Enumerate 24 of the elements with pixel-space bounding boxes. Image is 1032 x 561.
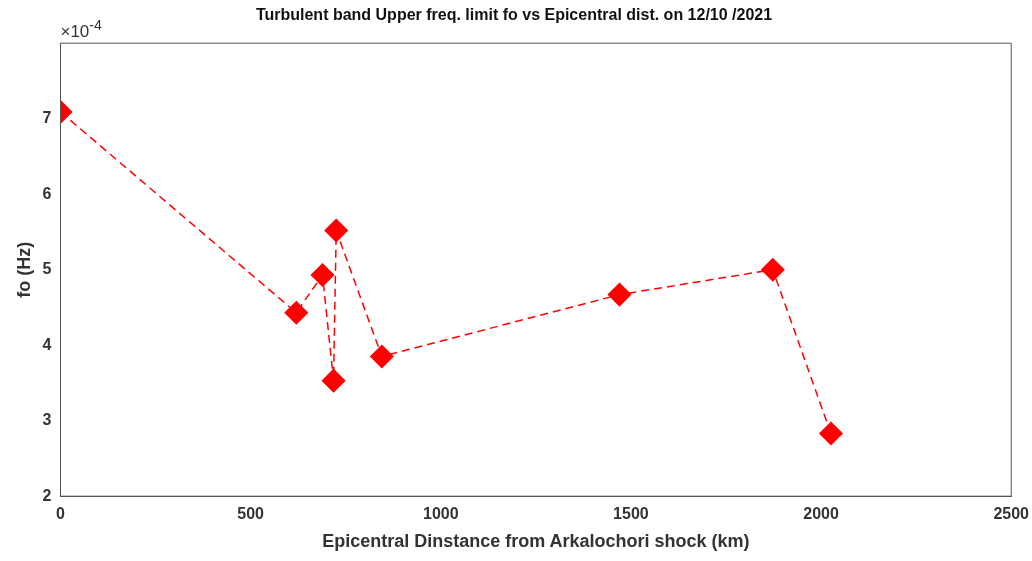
y-tick-label: 4 bbox=[42, 335, 52, 353]
point bbox=[370, 344, 394, 369]
point bbox=[321, 368, 346, 393]
y-tick-label: 3 bbox=[42, 411, 52, 429]
point bbox=[324, 218, 348, 243]
x-tick-label: 1000 bbox=[422, 505, 459, 523]
text: ×10$^{-4}$ bbox=[60, 17, 102, 42]
point bbox=[761, 257, 785, 282]
x-tick-label: 2000 bbox=[803, 505, 839, 523]
x-tick-label: 2500 bbox=[993, 505, 1030, 523]
point bbox=[607, 282, 632, 307]
point bbox=[284, 300, 309, 325]
chart-title: Turbulent band Upper freq. limit fo vs Epicentral dist. on 12/10 /2021 bbox=[255, 6, 773, 24]
x-tick-label: 500 bbox=[237, 505, 265, 523]
x-tick-label: 0 bbox=[56, 505, 66, 523]
point bbox=[819, 421, 843, 446]
x-axis-title: Epicentral Dinstance from Arkalochori shock (km) bbox=[322, 531, 750, 552]
y-tick-label: 7 bbox=[42, 109, 52, 127]
y-tick-label: 5 bbox=[42, 260, 52, 278]
y-tick-label: 6 bbox=[42, 184, 52, 202]
point bbox=[310, 263, 335, 287]
y-axis-title: fo (Hz) bbox=[13, 241, 34, 298]
y-tick-label: 2 bbox=[42, 486, 52, 504]
x-tick-label: 1500 bbox=[613, 505, 649, 523]
